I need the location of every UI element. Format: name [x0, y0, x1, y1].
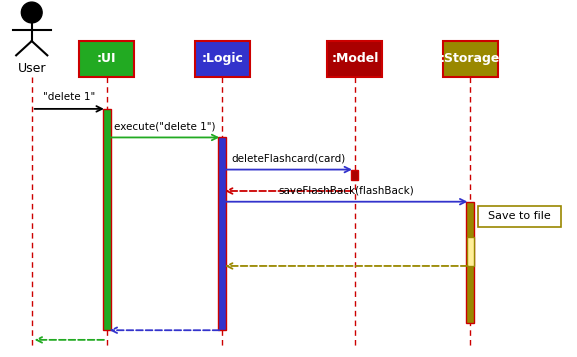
Text: execute("delete 1"): execute("delete 1") [114, 121, 215, 131]
Text: :Storage: :Storage [440, 52, 500, 65]
Bar [443, 41, 497, 77]
Text: Save to file: Save to file [488, 211, 551, 221]
Text: :Model: :Model [331, 52, 379, 65]
Bar [103, 109, 111, 330]
Text: saveFlashBack(flashBack): saveFlashBack(flashBack) [278, 185, 414, 195]
Text: "delete 1": "delete 1" [43, 92, 95, 102]
Bar [466, 237, 474, 266]
Text: deleteFlashcard(card): deleteFlashcard(card) [231, 153, 346, 163]
Bar [80, 41, 134, 77]
Bar [466, 202, 474, 323]
Bar [218, 137, 226, 330]
Bar [351, 170, 358, 180]
Bar [478, 206, 561, 227]
Text: User: User [17, 62, 46, 75]
Text: :Logic: :Logic [201, 52, 243, 65]
Bar [328, 41, 382, 77]
Ellipse shape [21, 2, 42, 23]
Text: :UI: :UI [97, 52, 117, 65]
Bar [195, 41, 249, 77]
